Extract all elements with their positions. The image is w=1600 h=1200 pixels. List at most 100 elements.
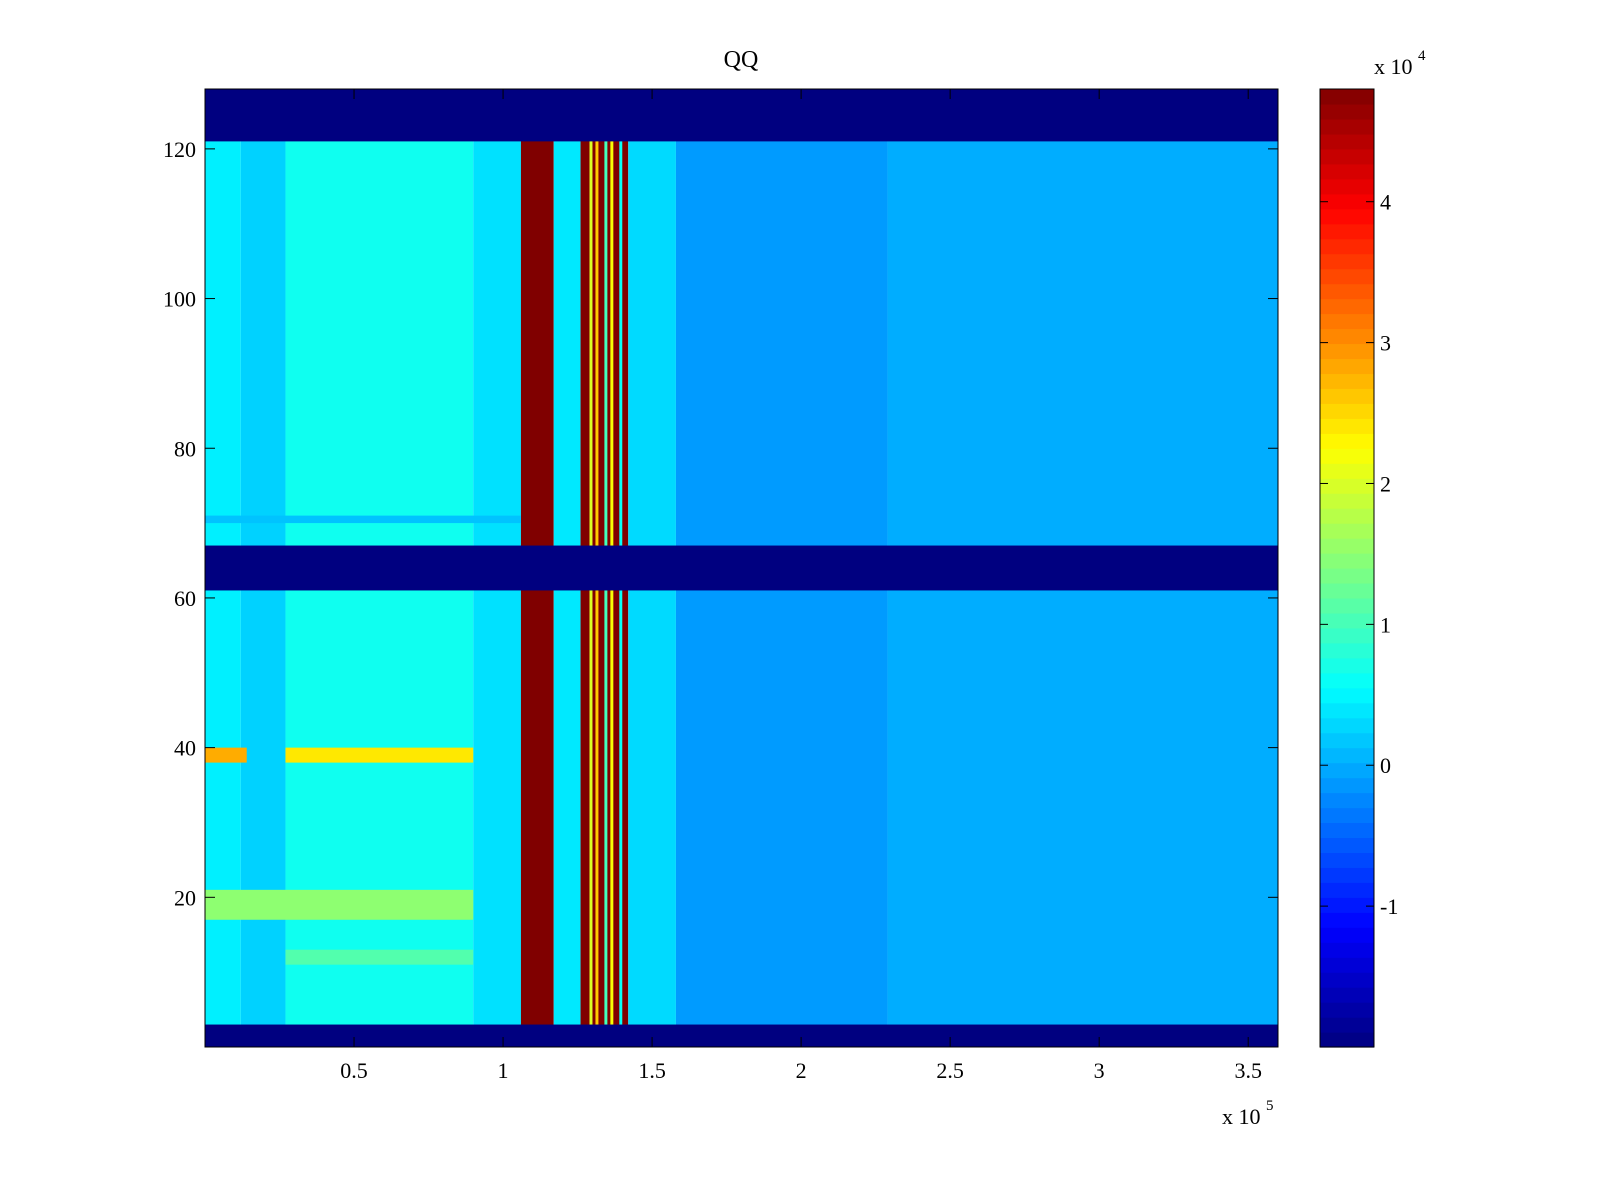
heatmap-masked-band xyxy=(205,1024,1278,1047)
colorbar-step xyxy=(1320,852,1374,868)
x-tick-label: 1 xyxy=(498,1058,509,1083)
heatmap-row-highlight xyxy=(205,747,247,763)
x-multiplier-exponent: 5 xyxy=(1266,1098,1274,1114)
colorbar-step xyxy=(1320,1002,1374,1018)
colorbar-step xyxy=(1320,927,1374,943)
colorbar-tick-label: 3 xyxy=(1380,331,1391,356)
heatmap-row-highlight xyxy=(205,889,474,920)
heatmap-row-highlight xyxy=(285,949,474,965)
colorbar-multiplier-exponent: 4 xyxy=(1418,48,1426,64)
colorbar-multiplier-label: x 10 xyxy=(1374,54,1413,79)
colorbar-step xyxy=(1320,508,1374,524)
x-tick-label: 3.5 xyxy=(1234,1058,1262,1083)
colorbar-step xyxy=(1320,463,1374,479)
colorbar-step xyxy=(1320,238,1374,255)
colorbar-step xyxy=(1320,208,1374,225)
heatmap-masked-band xyxy=(205,545,1278,591)
colorbar-step xyxy=(1320,118,1374,135)
colorbar-step xyxy=(1320,268,1374,285)
x-tick-label: 0.5 xyxy=(340,1058,368,1083)
colorbar-tick-label: 0 xyxy=(1380,753,1391,778)
x-axis: 0.5 1 1.5 2 2.5 3 3.5 xyxy=(340,89,1262,1083)
colorbar-step xyxy=(1320,388,1374,404)
plot-frame xyxy=(204,88,1279,1048)
y-tick-label: 120 xyxy=(163,137,196,162)
plot-area xyxy=(204,88,1279,1048)
colorbar-step xyxy=(1320,702,1374,719)
colorbar-step xyxy=(1320,747,1374,764)
colorbar-step xyxy=(1320,777,1374,794)
colorbar-step xyxy=(1320,882,1374,898)
colorbar-tick-label: 4 xyxy=(1380,190,1391,215)
colorbar-step xyxy=(1320,223,1374,240)
heatmap-masked-band xyxy=(205,89,1278,142)
colorbar-step xyxy=(1320,807,1374,824)
colorbar-step xyxy=(1320,103,1374,120)
colorbar-step xyxy=(1320,448,1374,464)
colorbar-step xyxy=(1320,657,1374,674)
colorbar-tick-label: -1 xyxy=(1380,894,1398,919)
colorbar-tick-label: 2 xyxy=(1380,471,1391,496)
colorbar-step xyxy=(1320,612,1374,629)
colorbar-step xyxy=(1320,942,1374,958)
x-multiplier-label: x 10 xyxy=(1222,1104,1261,1129)
colorbar-step xyxy=(1320,987,1374,1003)
colorbar-step xyxy=(1320,163,1374,180)
x-tick-label: 1.5 xyxy=(638,1058,666,1083)
colorbar-step xyxy=(1320,822,1374,839)
colorbar-step xyxy=(1320,837,1374,854)
colorbar-step xyxy=(1320,89,1374,105)
y-axis: 20 40 60 80 100 120 xyxy=(163,137,1278,910)
colorbar-step xyxy=(1320,433,1374,449)
colorbar-step xyxy=(1320,418,1374,434)
colorbar-step xyxy=(1320,403,1374,419)
y-tick-label: 20 xyxy=(174,885,196,910)
y-tick-label: 60 xyxy=(174,586,196,611)
x-axis-multiplier: x 10 5 xyxy=(1222,1098,1274,1129)
colorbar-tick-label: 1 xyxy=(1380,612,1391,637)
colorbar-step xyxy=(1320,897,1374,913)
colorbar-step xyxy=(1320,627,1374,644)
colorbar-step xyxy=(1320,493,1374,509)
colorbar-step xyxy=(1320,597,1374,614)
colorbar-step xyxy=(1320,762,1374,779)
colorbar-step xyxy=(1320,148,1374,165)
colorbar-step xyxy=(1320,283,1374,300)
colorbar-step xyxy=(1320,672,1374,689)
x-tick-label: 2 xyxy=(796,1058,807,1083)
colorbar-step xyxy=(1320,328,1374,345)
colorbar-step xyxy=(1320,867,1374,883)
colorbar-step xyxy=(1320,1017,1374,1033)
colorbar: -1 0 1 2 3 4 x 10 4 xyxy=(1319,48,1426,1048)
colorbar-step xyxy=(1320,343,1374,360)
colorbar-step xyxy=(1320,717,1374,734)
colorbar-step xyxy=(1320,313,1374,330)
colorbar-step xyxy=(1320,568,1374,584)
colorbar-frame xyxy=(1319,88,1375,1048)
colorbar-step xyxy=(1320,178,1374,195)
x-tick-label: 3 xyxy=(1094,1058,1105,1083)
colorbar-step xyxy=(1320,553,1374,569)
heatmap-row-highlight xyxy=(285,747,474,763)
colorbar-step xyxy=(1320,792,1374,809)
heatmap-row-highlight xyxy=(205,515,521,524)
colorbar-step xyxy=(1320,538,1374,554)
y-tick-label: 80 xyxy=(174,436,196,461)
heatmap-cells xyxy=(205,89,1278,1047)
colorbar-ticks: -1 0 1 2 3 4 xyxy=(1320,190,1398,919)
colorbar-step xyxy=(1320,972,1374,988)
colorbar-step xyxy=(1320,373,1374,389)
colorbar-step xyxy=(1320,523,1374,539)
x-tick-label: 2.5 xyxy=(936,1058,964,1083)
colorbar-step xyxy=(1320,193,1374,210)
y-tick-label: 100 xyxy=(163,287,196,312)
colorbar-step xyxy=(1320,298,1374,315)
colorbar-step xyxy=(1320,687,1374,704)
colorbar-step xyxy=(1320,957,1374,973)
y-tick-label: 40 xyxy=(174,736,196,761)
colorbar-step xyxy=(1320,478,1374,494)
colorbar-step xyxy=(1320,912,1374,928)
colorbar-step xyxy=(1320,133,1374,150)
chart-title: QQ xyxy=(724,47,759,73)
